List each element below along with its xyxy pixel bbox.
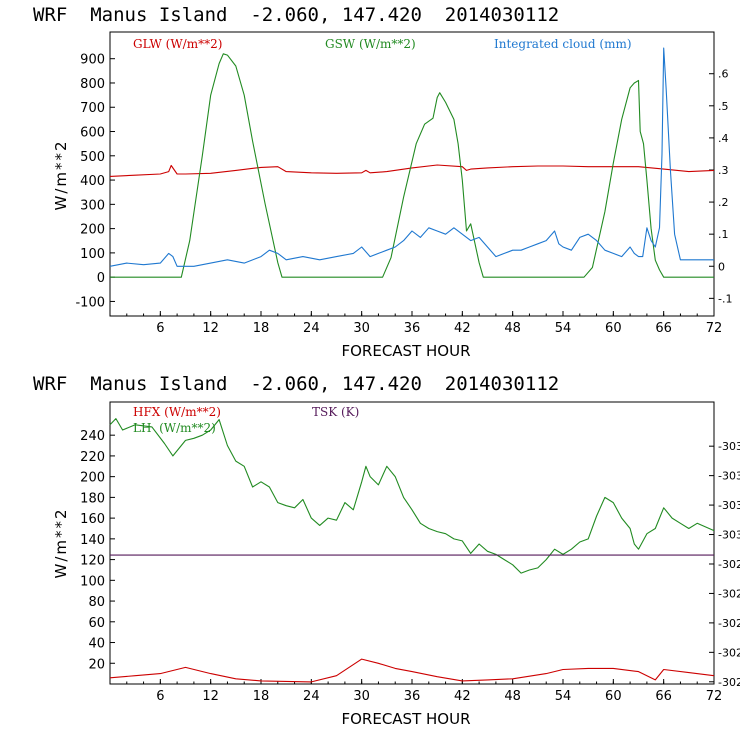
bottom-plot-frame [109,401,715,685]
y-tick-label: 220 [80,450,105,465]
x-tick-label: 12 [202,321,219,336]
y-tick-label: 300 [80,198,105,213]
x-tick-label: 30 [353,689,370,704]
legend-lh: LH (W/m**2) [133,421,216,435]
y-tick-label: 0 [97,271,105,286]
y-tick-label: 240 [80,429,105,444]
y-tick-label: -100 [75,295,105,310]
y2-tick-label: -302.8 [718,558,740,571]
y-tick-label: 160 [80,512,105,527]
x-tick-label: 36 [404,321,421,336]
y2-tick-label: -302.6 [718,587,740,600]
y2-tick-label: .1 [718,228,729,241]
y-tick-label: 180 [80,491,105,506]
top-chart-series [109,47,715,278]
x-tick-label: 18 [253,321,270,336]
y-tick-label: 400 [80,174,105,189]
y-tick-label: 120 [80,554,105,569]
y2-tick-label: .3 [718,164,729,177]
x-tick-label: 48 [504,689,521,704]
y-tick-label: 100 [80,247,105,262]
y2-tick-label: -302.0 [718,676,740,689]
x-tick-label: 6 [156,689,164,704]
y-tick-label: 500 [80,150,105,165]
series-line-hfx [109,658,715,683]
x-tick-label: 66 [655,321,672,336]
series-line-gsw [110,53,714,278]
legend-gsw: GSW (W/m**2) [325,37,416,51]
top-chart-title: WRF Manus Island -2.060, 147.420 2014030… [33,4,559,26]
y-tick-label: 80 [88,595,105,610]
x-tick-label: 36 [404,689,421,704]
x-tick-label: 60 [605,321,622,336]
y2-tick-label: .6 [718,68,729,81]
legend-hfx: HFX (W/m**2) [133,405,221,419]
y-tick-label: 60 [88,616,105,631]
y-tick-label: 20 [88,657,105,672]
y-tick-label: 100 [80,574,105,589]
y2-tick-label: -303.0 [718,529,740,542]
y-tick-label: 900 [80,53,105,68]
y-tick-label: 700 [80,101,105,116]
top-x-axis-label: FORECAST HOUR [341,342,470,360]
y-tick-label: 140 [80,533,105,548]
y-tick-label: 600 [80,126,105,141]
legend-glw: GLW (W/m**2) [133,37,222,51]
y2-tick-label: -302.4 [718,617,740,630]
y2-tick-label: -303.2 [718,499,740,512]
x-tick-label: 18 [253,689,270,704]
bottom-chart-title: WRF Manus Island -2.060, 147.420 2014030… [33,373,559,395]
x-tick-label: 12 [202,689,219,704]
x-tick-label: 30 [353,321,370,336]
y2-tick-label: .4 [718,132,729,145]
x-tick-label: 24 [303,689,320,704]
bottom-chart-series [109,418,715,683]
top-chart-axes: 6 12 18 24 30 36 42 48 54 60 66 72 -100 0 100 200 300 400… [75,53,732,336]
y-tick-label: 200 [80,471,105,486]
y-tick-label: 40 [88,637,105,652]
x-tick-label: 72 [706,689,723,704]
x-tick-label: 60 [605,689,622,704]
x-tick-label: 24 [303,321,320,336]
y-tick-label: 800 [80,77,105,92]
series-line-glw [109,164,715,177]
bottom-y-axis-label: W/m**2 [52,507,70,578]
y2-tick-label: -303.6 [718,440,740,453]
x-tick-label: 42 [454,321,471,336]
series-line-lh [109,418,715,574]
legend-tsk: TSK (K) [312,405,359,419]
x-tick-label: 6 [156,321,164,336]
bottom-chart-panel: WRF Manus Island -2.060, 147.420 2014030… [33,373,740,728]
top-chart-panel: WRF Manus Island -2.060, 147.420 2014030… [33,4,732,360]
y-tick-label: 200 [80,223,105,238]
x-tick-label: 54 [555,689,572,704]
legend-integrated-cloud: Integrated cloud (mm) [494,37,632,51]
x-tick-label: 42 [454,689,471,704]
y2-tick-label: -.1 [718,292,732,305]
y2-tick-label: .2 [718,196,729,209]
x-tick-label: 48 [504,321,521,336]
y2-tick-label: -302.2 [718,646,740,659]
y2-tick-label: .5 [718,100,729,113]
x-tick-label: 72 [706,321,723,336]
x-tick-label: 66 [655,689,672,704]
top-y-axis-label: W/m**2 [52,139,70,210]
bottom-x-axis-label: FORECAST HOUR [341,710,470,728]
bottom-chart-axes: 6 12 18 24 30 36 42 48 54 60 66 72 20 40 60 80 100 120 140… [80,429,740,704]
x-tick-label: 54 [555,321,572,336]
y2-tick-label: 0 [718,260,725,273]
y2-tick-label: -303.4 [718,470,740,483]
series-line-integrated [109,47,714,267]
